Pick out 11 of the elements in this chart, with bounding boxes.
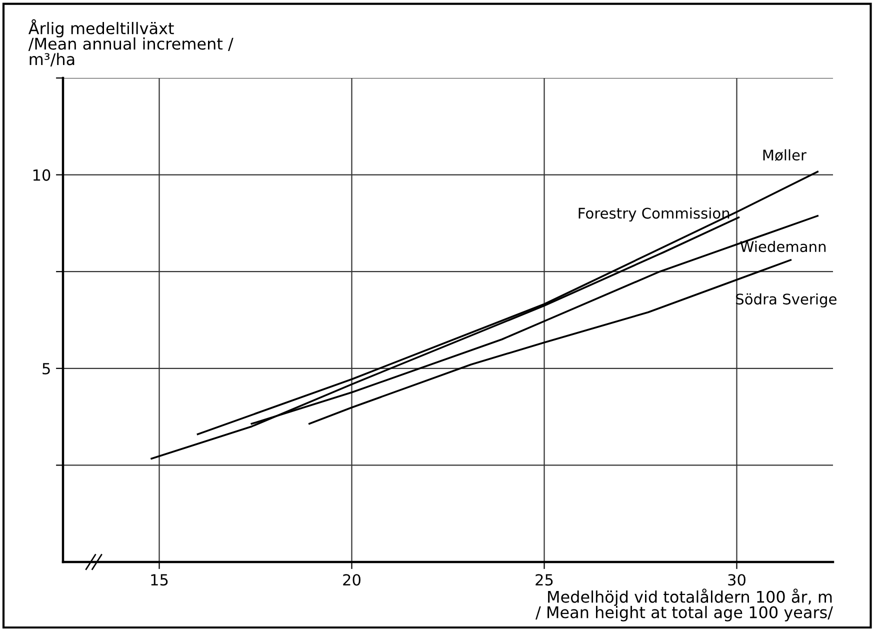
x-tick-label: 25 — [536, 574, 553, 586]
y-tick-label: 10 — [33, 169, 50, 181]
series-label: Forestry Commission — [578, 207, 730, 222]
x-tick-label: 20 — [343, 574, 360, 586]
series-label: Wiedemann — [740, 240, 826, 252]
x-axis-title: Medelhöjd vid totalåldern 100 år, m / Mean height at total age 100 years/ — [536, 588, 834, 622]
x-tick-label: 15 — [151, 574, 168, 586]
y-axis-title: Årlig medeltillväxt /Mean annual increment / m³/ha — [28, 19, 234, 66]
y-tick-label: 5 — [42, 363, 50, 374]
series-label: Møller — [763, 149, 806, 162]
x-tick-label: 30 — [728, 574, 746, 586]
